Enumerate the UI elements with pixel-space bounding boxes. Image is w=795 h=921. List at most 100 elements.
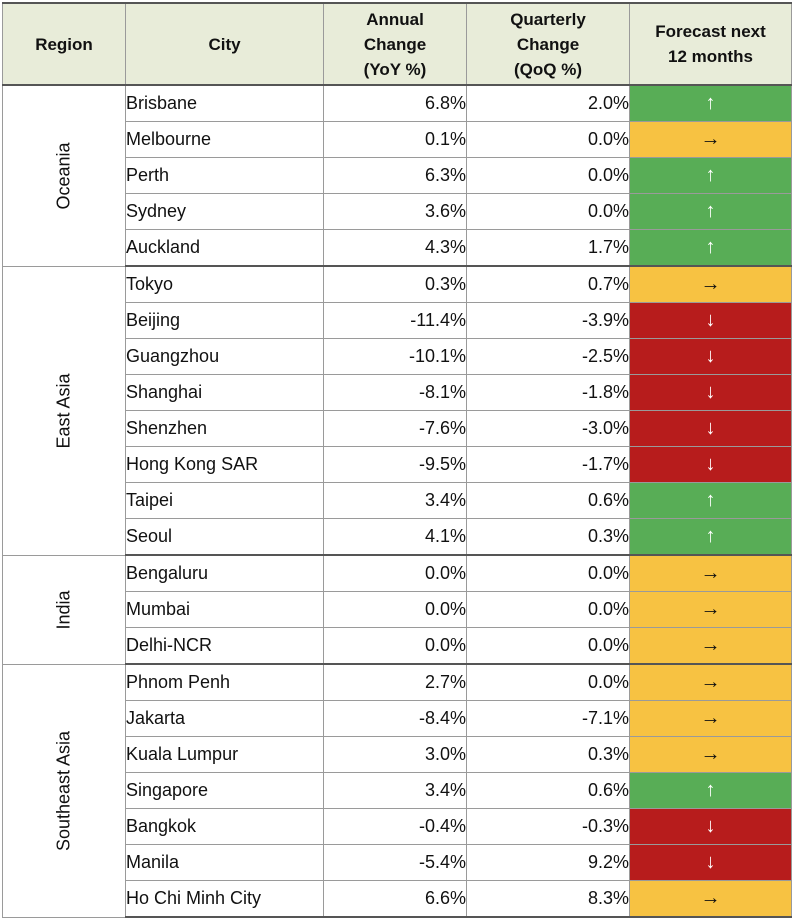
annual-change-cell: 0.0% xyxy=(323,554,467,592)
arrow-up-icon: ↑ xyxy=(705,236,716,258)
header-quarterly-line2: Change xyxy=(516,34,580,54)
quarterly-change-cell: 0.0% xyxy=(466,591,630,628)
forecast-cell: → xyxy=(629,554,792,592)
region-label: Oceania xyxy=(53,142,74,210)
header-annual-line3: (YoY %) xyxy=(363,59,427,79)
table-row: Shanghai -8.1% -1.8% ↓ xyxy=(3,374,792,411)
arrow-flat-icon: → xyxy=(700,671,721,693)
city-cell: Guangzhou xyxy=(125,338,324,375)
city-cell: Perth xyxy=(125,157,324,194)
region-cell: Southeast Asia xyxy=(2,663,126,918)
header-forecast: Forecast next 12 months xyxy=(629,2,792,86)
arrow-down-icon: ↓ xyxy=(705,453,716,475)
quarterly-change-cell: 0.0% xyxy=(466,157,630,194)
city-cell: Shenzhen xyxy=(125,410,324,447)
arrow-flat-icon: → xyxy=(700,634,721,656)
annual-change-cell: 0.0% xyxy=(323,591,467,628)
forecast-cell: ↓ xyxy=(629,808,792,845)
forecast-cell: → xyxy=(629,700,792,737)
forecast-cell: → xyxy=(629,265,792,303)
forecast-cell: ↓ xyxy=(629,302,792,339)
quarterly-change-cell: 0.0% xyxy=(466,121,630,158)
annual-change-cell: 3.0% xyxy=(323,736,467,773)
header-row: Region City Annual Change (YoY %) Quarte… xyxy=(2,2,792,86)
city-cell: Bangkok xyxy=(125,808,324,845)
quarterly-change-cell: -7.1% xyxy=(466,700,630,737)
forecast-cell: ↓ xyxy=(629,410,792,447)
forecast-cell: → xyxy=(629,663,792,701)
quarterly-change-cell: -3.9% xyxy=(466,302,630,339)
annual-change-cell: 0.0% xyxy=(323,627,467,665)
table-row: Manila -5.4% 9.2% ↓ xyxy=(3,844,792,881)
forecast-cell: ↓ xyxy=(629,844,792,881)
annual-change-cell: 2.7% xyxy=(323,663,467,701)
quarterly-change-cell: 1.7% xyxy=(466,229,630,267)
quarterly-change-cell: 2.0% xyxy=(466,84,630,122)
table-row: Melbourne 0.1% 0.0% → xyxy=(3,121,792,158)
forecast-cell: → xyxy=(629,591,792,628)
forecast-cell: ↑ xyxy=(629,772,792,809)
quarterly-change-cell: -1.8% xyxy=(466,374,630,411)
quarterly-change-cell: 0.3% xyxy=(466,518,630,556)
table-row: Beijing -11.4% -3.9% ↓ xyxy=(3,302,792,339)
arrow-flat-icon: → xyxy=(700,743,721,765)
annual-change-cell: -5.4% xyxy=(323,844,467,881)
city-cell: Auckland xyxy=(125,229,324,267)
annual-change-cell: 3.4% xyxy=(323,482,467,519)
city-cell: Delhi-NCR xyxy=(125,627,324,665)
quarterly-change-cell: 0.7% xyxy=(466,265,630,303)
quarterly-change-cell: -3.0% xyxy=(466,410,630,447)
table-header: Region City Annual Change (YoY %) Quarte… xyxy=(2,2,792,86)
forecast-cell: ↑ xyxy=(629,84,792,122)
arrow-flat-icon: → xyxy=(700,562,721,584)
city-cell: Taipei xyxy=(125,482,324,519)
annual-change-cell: -11.4% xyxy=(323,302,467,339)
city-cell: Seoul xyxy=(125,518,324,556)
quarterly-change-cell: -1.7% xyxy=(466,446,630,483)
city-cell: Beijing xyxy=(125,302,324,339)
table-row: Perth 6.3% 0.0% ↑ xyxy=(3,157,792,194)
arrow-up-icon: ↑ xyxy=(705,200,716,222)
forecast-cell: ↑ xyxy=(629,482,792,519)
city-cell: Mumbai xyxy=(125,591,324,628)
forecast-cell: ↑ xyxy=(629,518,792,556)
header-annual-line2: Change xyxy=(363,34,427,54)
annual-change-cell: 4.3% xyxy=(323,229,467,267)
header-city-label: City xyxy=(208,34,241,54)
table-row: Shenzhen -7.6% -3.0% ↓ xyxy=(3,410,792,447)
header-annual-change: Annual Change (YoY %) xyxy=(323,2,467,86)
forecast-cell: ↑ xyxy=(629,193,792,230)
forecast-cell: ↑ xyxy=(629,229,792,267)
arrow-down-icon: ↓ xyxy=(705,417,716,439)
table-row: Taipei 3.4% 0.6% ↑ xyxy=(3,482,792,519)
city-cell: Jakarta xyxy=(125,700,324,737)
region-cell: East Asia xyxy=(2,265,126,556)
forecast-cell: ↓ xyxy=(629,374,792,411)
arrow-up-icon: ↑ xyxy=(705,489,716,511)
table-row: Mumbai 0.0% 0.0% → xyxy=(3,591,792,628)
city-cell: Hong Kong SAR xyxy=(125,446,324,483)
city-cell: Brisbane xyxy=(125,84,324,122)
annual-change-cell: 0.1% xyxy=(323,121,467,158)
arrow-up-icon: ↑ xyxy=(705,779,716,801)
quarterly-change-cell: 0.6% xyxy=(466,772,630,809)
forecast-cell: → xyxy=(629,736,792,773)
annual-change-cell: -8.1% xyxy=(323,374,467,411)
header-forecast-line2: 12 months xyxy=(667,47,754,66)
arrow-flat-icon: → xyxy=(700,707,721,729)
arrow-flat-icon: → xyxy=(700,273,721,295)
quarterly-change-cell: 0.0% xyxy=(466,627,630,665)
header-quarterly-change: Quarterly Change (QoQ %) xyxy=(466,2,630,86)
table-row: Sydney 3.6% 0.0% ↑ xyxy=(3,193,792,230)
table-row: Jakarta -8.4% -7.1% → xyxy=(3,700,792,737)
arrow-flat-icon: → xyxy=(700,128,721,150)
arrow-down-icon: ↓ xyxy=(705,381,716,403)
quarterly-change-cell: -2.5% xyxy=(466,338,630,375)
annual-change-cell: -0.4% xyxy=(323,808,467,845)
header-quarterly-line1: Quarterly xyxy=(510,9,586,29)
forecast-cell: → xyxy=(629,121,792,158)
table-row: Seoul 4.1% 0.3% ↑ xyxy=(3,518,792,556)
region-label: India xyxy=(53,589,74,630)
arrow-up-icon: ↑ xyxy=(705,525,716,547)
region-label: Southeast Asia xyxy=(53,730,74,851)
